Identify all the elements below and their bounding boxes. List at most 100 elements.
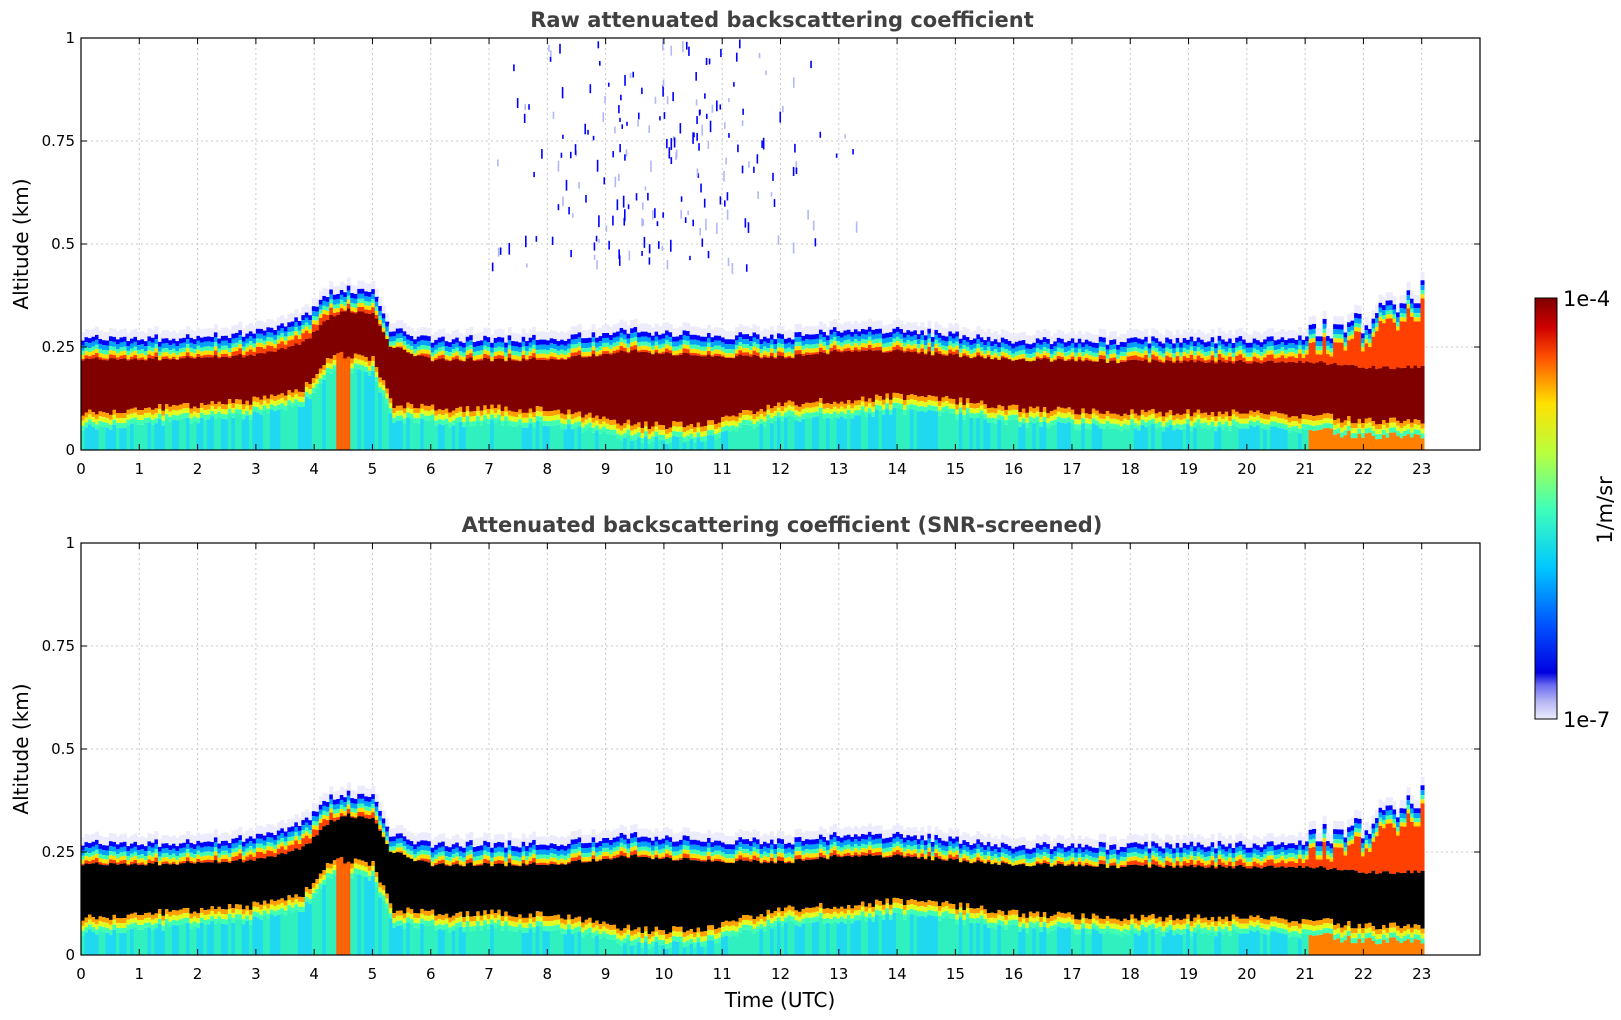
heatmap-cell xyxy=(745,409,750,415)
heatmap-cell xyxy=(409,419,414,450)
heatmap-cell xyxy=(91,350,96,355)
heatmap-cell xyxy=(1021,359,1026,409)
heatmap-cell xyxy=(129,418,134,424)
heatmap-cell xyxy=(203,855,208,860)
heatmap-cell xyxy=(1172,363,1177,416)
heatmap-cell xyxy=(927,342,932,347)
heatmap-cell xyxy=(346,285,351,291)
heatmap-cell xyxy=(644,352,649,422)
heatmap-cell xyxy=(112,914,117,920)
heatmap-cell xyxy=(1067,407,1072,413)
noise-speckle xyxy=(819,131,822,138)
heatmap-cell xyxy=(1140,349,1145,354)
heatmap-cell xyxy=(895,393,900,399)
noise-speckle xyxy=(560,152,563,158)
heatmap-cell xyxy=(1242,353,1247,358)
heatmap-cell xyxy=(1413,321,1418,366)
heatmap-cell xyxy=(1049,353,1054,359)
heatmap-cell xyxy=(126,332,131,342)
heatmap-cell xyxy=(112,419,117,425)
heatmap-cell xyxy=(1175,329,1180,338)
heatmap-cell xyxy=(360,360,365,366)
heatmap-cell xyxy=(1308,329,1313,335)
heatmap-cell xyxy=(374,381,379,450)
heatmap-cell xyxy=(909,399,914,405)
heatmap-cell xyxy=(1221,331,1226,340)
heatmap-cell xyxy=(1207,346,1212,352)
heatmap-cell xyxy=(818,339,823,344)
heatmap-cell xyxy=(955,341,960,346)
heatmap-cell xyxy=(742,344,747,349)
heatmap-cell xyxy=(374,310,379,315)
heatmap-cell xyxy=(1004,344,1009,349)
heatmap-cell xyxy=(238,354,243,400)
heatmap-cell xyxy=(1305,350,1310,355)
heatmap-cell xyxy=(888,409,893,415)
heatmap-cell xyxy=(626,434,631,450)
noise-speckle xyxy=(562,196,564,207)
heatmap-cell xyxy=(192,911,197,917)
heatmap-cell xyxy=(790,406,795,412)
heatmap-cell xyxy=(234,324,239,333)
heatmap-cell xyxy=(150,419,155,425)
heatmap-cell xyxy=(1039,421,1044,427)
heatmap-cell xyxy=(388,413,393,450)
heatmap-cell xyxy=(192,344,197,350)
heatmap-cell xyxy=(98,862,103,865)
heatmap-cell xyxy=(1014,419,1019,450)
heatmap-cell xyxy=(651,349,656,354)
heatmap-cell xyxy=(1322,310,1327,319)
heatmap-cell xyxy=(1196,409,1201,415)
heatmap-cell xyxy=(724,357,729,416)
heatmap-cell xyxy=(1221,429,1226,450)
heatmap-cell xyxy=(647,346,652,351)
heatmap-cell xyxy=(965,328,970,337)
heatmap-cell xyxy=(329,294,334,300)
noise-speckle xyxy=(641,202,644,210)
heatmap-cell xyxy=(525,341,530,347)
heatmap-cell xyxy=(500,329,505,338)
heatmap-cell xyxy=(325,306,330,311)
heatmap-cell xyxy=(567,338,572,344)
heatmap-cell xyxy=(98,421,103,427)
heatmap-cell xyxy=(1354,327,1359,332)
heatmap-cell xyxy=(668,332,673,338)
heatmap-cell xyxy=(605,423,610,429)
heatmap-cell xyxy=(990,412,995,418)
heatmap-cell xyxy=(679,426,684,432)
heatmap-cell xyxy=(81,430,85,450)
heatmap-cell xyxy=(539,406,544,412)
heatmap-cell xyxy=(867,403,872,409)
x-tick-label: 5 xyxy=(368,460,378,478)
heatmap-cell xyxy=(731,349,736,354)
noise-speckle xyxy=(672,92,674,102)
heatmap-cell xyxy=(1137,360,1142,416)
heatmap-cell xyxy=(647,350,652,353)
heatmap-cell xyxy=(1210,342,1215,348)
heatmap-cell xyxy=(829,343,834,348)
heatmap-cell xyxy=(721,422,726,428)
heatmap-cell xyxy=(441,358,446,411)
heatmap-cell xyxy=(787,415,792,450)
heatmap-cell xyxy=(668,350,673,354)
heatmap-cell xyxy=(574,352,579,356)
noise-speckle xyxy=(720,48,722,58)
heatmap-cell xyxy=(542,349,547,354)
heatmap-cell xyxy=(553,357,558,360)
heatmap-cell xyxy=(122,841,127,847)
heatmap-cell xyxy=(210,337,215,342)
heatmap-cell xyxy=(993,357,998,359)
heatmap-cell xyxy=(241,414,246,420)
heatmap-cell xyxy=(1357,323,1362,328)
heatmap-cell xyxy=(577,324,582,333)
heatmap-cell xyxy=(1049,425,1054,450)
heatmap-cell xyxy=(749,420,754,426)
heatmap-cell xyxy=(588,417,593,423)
heatmap-cell xyxy=(497,350,502,356)
heatmap-cell xyxy=(108,863,113,920)
heatmap-cell xyxy=(780,356,785,407)
heatmap-cell xyxy=(150,842,155,848)
heatmap-cell xyxy=(832,332,837,338)
heatmap-cell xyxy=(171,835,176,844)
noise-speckle xyxy=(662,79,665,87)
